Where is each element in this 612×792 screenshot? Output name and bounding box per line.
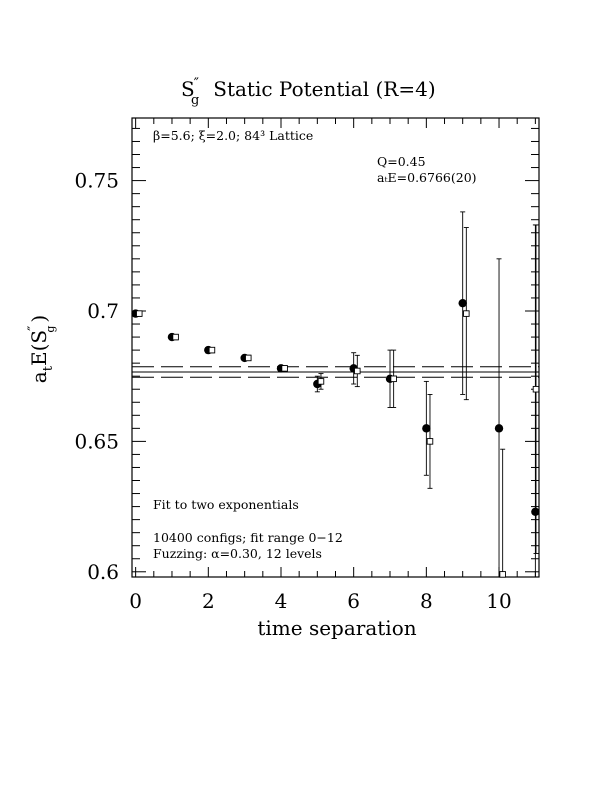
x-tick-label: 4 — [275, 589, 288, 613]
y-label-close: ) — [27, 315, 51, 323]
data-point-circle — [458, 298, 467, 308]
data-point-square — [463, 310, 470, 317]
y-tick-label: 0.75 — [74, 169, 119, 193]
y-label-energy: E(S — [27, 330, 51, 366]
y-label-prime: ″ — [26, 326, 42, 331]
x-tick-label: 8 — [420, 589, 433, 613]
fit-band — [132, 366, 539, 378]
x-tick-label: 10 — [486, 589, 511, 613]
data-point-square — [499, 571, 506, 578]
y-label-subscript: t — [41, 365, 56, 371]
lattice-label: β=5.6; ξ=2.0; 84³ Lattice — [153, 128, 313, 143]
data-point-square — [281, 365, 288, 372]
data-point-square — [172, 333, 179, 341]
title-prime: ″ — [194, 76, 199, 92]
title-symbol: S — [181, 77, 195, 101]
y-label-a: a — [27, 371, 51, 383]
data-point-circle — [494, 424, 504, 433]
data-point-circle — [422, 424, 431, 433]
x-tick-label: 0 — [129, 589, 142, 613]
q-label: Q=0.45 — [377, 154, 426, 169]
data-point-circle — [531, 507, 540, 517]
fit-value-label: aₜE=0.6766(20) — [377, 170, 477, 185]
title-text: Static Potential (R=4) — [213, 77, 435, 101]
x-tick-labels: 0 2 4 6 8 10 — [129, 589, 511, 613]
x-tick-label: 6 — [347, 589, 360, 613]
y-tick-label: 0.65 — [74, 429, 119, 453]
configs-label: 10400 configs; fit range 0−12 — [153, 530, 343, 545]
data-point-square — [354, 367, 361, 375]
y-axis-label: atE(S″ g) — [26, 315, 57, 383]
series-filled-circles — [131, 211, 540, 577]
y-label-subsubscript: g — [44, 326, 57, 333]
data-point-square — [245, 354, 252, 362]
fit-description: Fit to two exponentials — [153, 497, 299, 512]
fuzzing-label: Fuzzing: α=0.30, 12 levels — [153, 546, 322, 561]
data-point-square — [317, 378, 325, 385]
y-tick-label: 0.7 — [87, 299, 119, 323]
title-subscript: g — [191, 93, 199, 108]
series-open-squares — [136, 224, 540, 578]
data-point-square — [426, 438, 434, 445]
data-point-square — [390, 375, 397, 383]
y-tick-labels: 0.6 0.65 0.7 0.75 — [74, 169, 119, 584]
data-point-square — [532, 385, 540, 393]
chart-title: S″ g Static Potential (R=4) — [181, 76, 436, 108]
x-axis-label: time separation — [257, 616, 416, 640]
y-tick-label: 0.6 — [87, 560, 119, 584]
data-point-square — [136, 310, 143, 317]
data-point-square — [208, 346, 216, 354]
x-tick-label: 2 — [202, 589, 215, 613]
